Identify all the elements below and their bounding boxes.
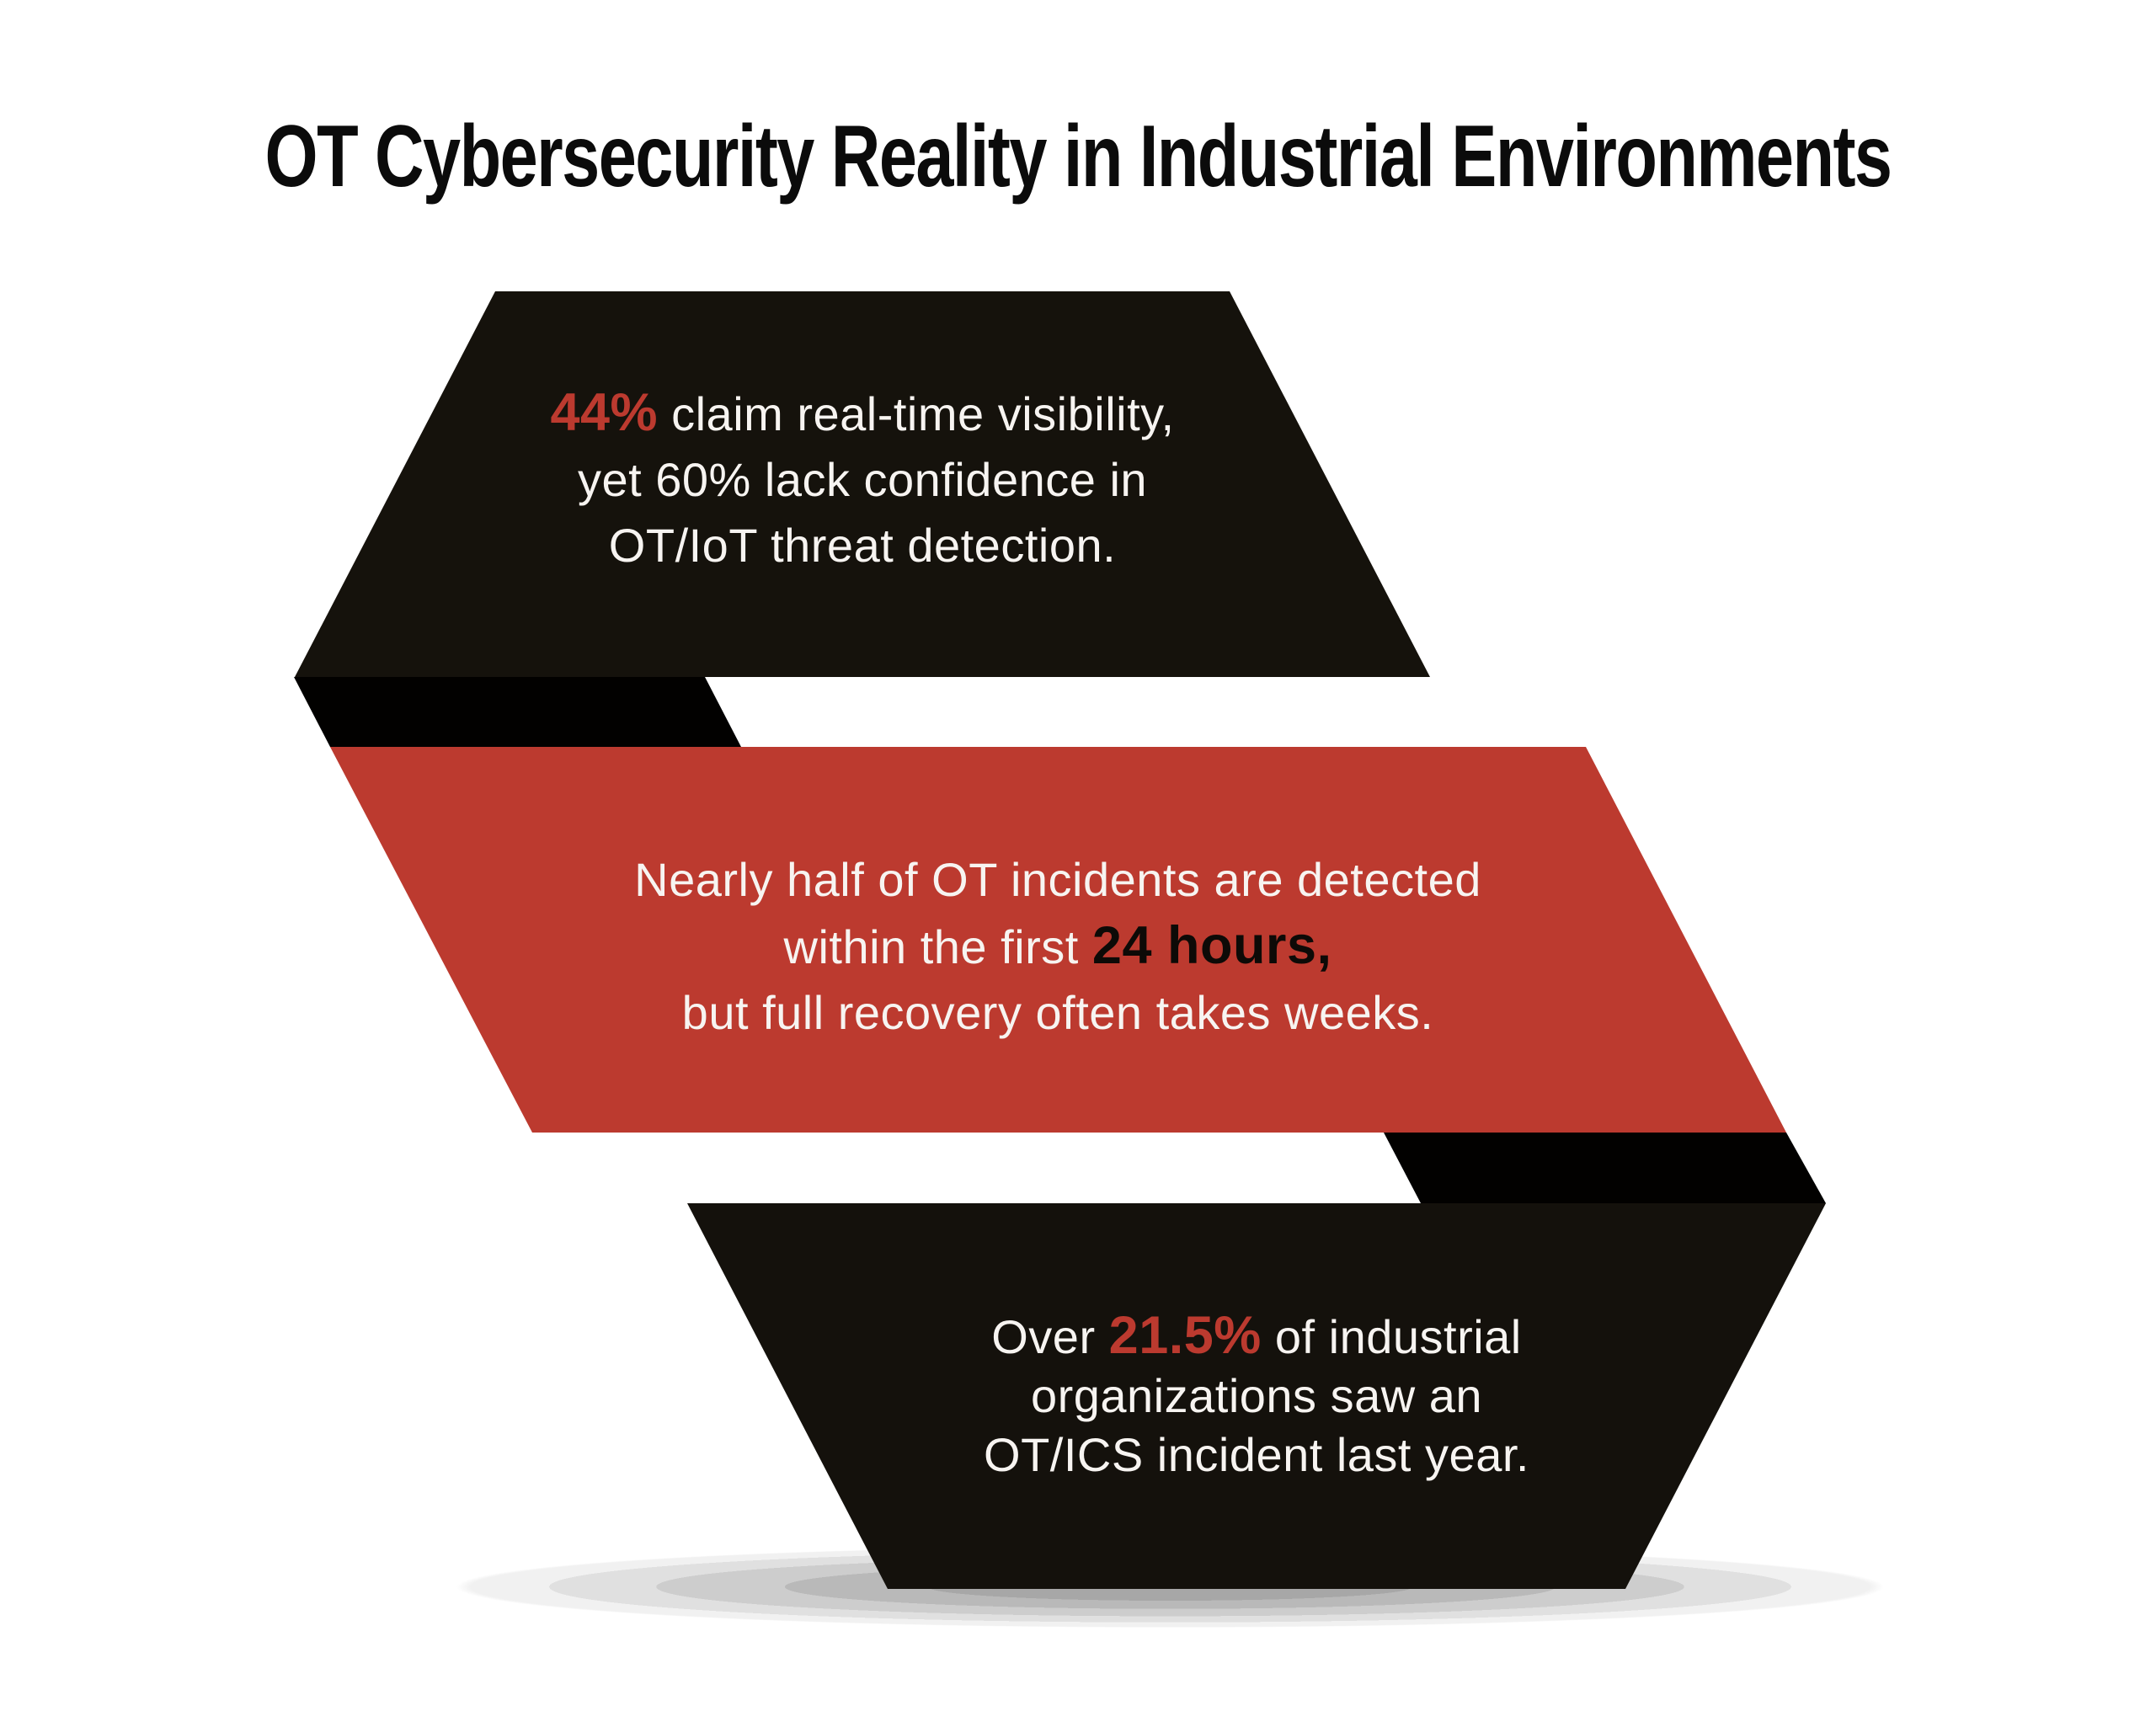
middle-banner-text: Nearly half of OT incidents are detected…: [426, 847, 1689, 1046]
banner-line: but full recovery often takes weeks.: [681, 986, 1434, 1039]
banner-line: OT/ICS incident last year.: [984, 1428, 1529, 1481]
page-title: OT Cybersecurity Reality in Industrial E…: [264, 107, 1892, 205]
stat-21-5-percent: 21.5%: [1108, 1306, 1262, 1365]
stat-44-percent: 44%: [550, 383, 659, 442]
banner-line: yet 60% lack confidence in: [577, 453, 1148, 506]
top-banner-text: 44% claim real-time visibility, yet 60% …: [399, 380, 1326, 578]
bottom-banner-text: Over 21.5% of industrial organizations s…: [751, 1306, 1762, 1484]
banner-line: Over 21.5% of industrial: [991, 1306, 1522, 1365]
banner-line: OT/IoT threat detection.: [608, 519, 1117, 572]
banner-line: Nearly half of OT incidents are detected: [634, 853, 1481, 906]
stat-24-hours: 24 hours,: [1091, 916, 1332, 975]
banner-line: 44% claim real-time visibility,: [550, 383, 1175, 442]
banner-line: organizations saw an: [1030, 1369, 1483, 1422]
banner-line: within the first 24 hours,: [783, 916, 1332, 975]
